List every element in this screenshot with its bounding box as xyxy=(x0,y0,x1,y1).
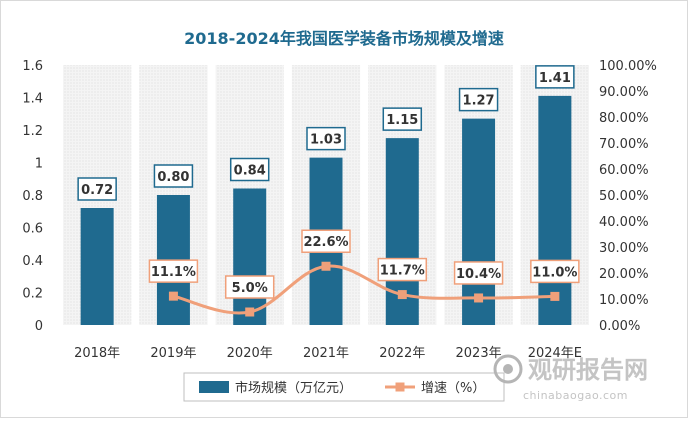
x-tick-label: 2021年 xyxy=(303,346,349,361)
y-right-tick-label: 10.00% xyxy=(599,293,649,308)
y-left-tick-label: 1.2 xyxy=(22,124,43,139)
y-right-tick-label: 80.00% xyxy=(599,111,649,126)
legend-bar-label: 市场规模（万亿元） xyxy=(235,380,352,396)
bar-data-label-box xyxy=(77,177,117,201)
growth-data-label: 11.0% xyxy=(532,265,577,280)
y-left-tick-label: 1 xyxy=(35,157,43,172)
y-right-tick-label: 40.00% xyxy=(599,215,649,230)
y-right-tick-label: 90.00% xyxy=(599,85,649,100)
y-left-tick-label: 1.4 xyxy=(22,92,43,107)
growth-data-label: 5.0% xyxy=(232,281,268,296)
bar xyxy=(80,208,114,325)
x-tick-label: 2023年 xyxy=(456,346,502,361)
growth-data-label-box xyxy=(453,261,504,285)
y-right-tick-label: 50.00% xyxy=(599,189,649,204)
bar-data-label: 0.84 xyxy=(234,164,266,179)
growth-marker xyxy=(245,307,255,317)
x-tick-label: 2020年 xyxy=(227,346,273,361)
growth-data-label: 11.1% xyxy=(151,265,196,280)
legend: 市场规模（万亿元） 增速（%） xyxy=(183,372,505,402)
growth-data-label-box xyxy=(530,259,580,284)
bar-data-label-box xyxy=(153,164,194,188)
bar xyxy=(462,118,496,325)
bar-data-label: 1.15 xyxy=(386,113,418,128)
watermark-text: 观研报告网 xyxy=(528,356,648,384)
growth-data-label: 11.7% xyxy=(380,264,425,279)
watermark-logo-dot xyxy=(503,364,513,374)
y-left-tick-label: 0.4 xyxy=(22,254,43,269)
legend-bar-swatch xyxy=(199,381,229,393)
growth-marker xyxy=(474,293,484,303)
bar-data-label: 1.27 xyxy=(463,94,495,109)
bar-data-label: 0.72 xyxy=(81,183,113,198)
bar-data-label-box xyxy=(382,107,423,131)
y-right-tick-label: 70.00% xyxy=(599,137,649,152)
watermark-logo xyxy=(493,354,523,384)
bar-data-label-box xyxy=(535,65,575,89)
chart-title: 2018-2024年我国医学装备市场规模及增速 xyxy=(184,29,504,48)
y-right-tick-label: 30.00% xyxy=(599,241,649,256)
x-tick-label: 2022年 xyxy=(379,346,425,361)
x-tick-label: 2018年 xyxy=(74,346,120,361)
growth-data-label-box xyxy=(301,229,351,253)
y-left-tick-label: 0.8 xyxy=(22,189,43,204)
y-right-tick-label: 0.00% xyxy=(599,319,640,334)
legend-line-marker xyxy=(395,382,405,392)
x-tick-label: 2024年E xyxy=(528,346,582,361)
plot-area: 0 0.2 0.4 0.6 0.8 1 1.2 1.4 1.6 0.00% 10.00% 20.00%… xyxy=(22,59,657,361)
bar-data-label-box xyxy=(306,126,346,151)
legend-box xyxy=(183,372,505,402)
watermark: 观研报告网 chinabaogao.com xyxy=(493,354,648,402)
growth-data-label-box xyxy=(224,275,275,299)
bar-data-label: 1.41 xyxy=(539,71,571,86)
bar-data-label: 0.80 xyxy=(157,170,189,185)
y-left-tick-label: 0.6 xyxy=(22,222,43,237)
growth-data-label: 22.6% xyxy=(303,235,348,250)
growth-marker xyxy=(321,261,331,271)
bar-data-label: 1.03 xyxy=(310,133,342,148)
growth-marker xyxy=(397,290,407,300)
x-tick-label: 2019年 xyxy=(150,346,196,361)
bar xyxy=(538,95,572,325)
y-right-tick-label: 20.00% xyxy=(599,267,649,282)
y-left-tick-label: 0.2 xyxy=(22,287,43,302)
bar-data-label-box xyxy=(458,87,499,112)
watermark-logo-ring xyxy=(493,354,523,384)
legend-line-label: 增速（%） xyxy=(421,381,485,396)
y-left-tick-label: 0 xyxy=(35,319,43,334)
growth-marker xyxy=(550,291,560,301)
y-left-tick-label: 1.6 xyxy=(22,59,43,74)
growth-data-label-box xyxy=(377,257,428,282)
bar xyxy=(233,188,267,325)
y-right-tick-label: 60.00% xyxy=(599,163,649,178)
y-right-tick-label: 100.00% xyxy=(599,59,657,74)
watermark-url: chinabaogao.com xyxy=(523,389,628,402)
bar-data-label-box xyxy=(229,157,270,182)
growth-marker xyxy=(168,291,178,301)
growth-data-label: 10.4% xyxy=(456,267,501,282)
growth-data-label-box xyxy=(148,259,199,283)
